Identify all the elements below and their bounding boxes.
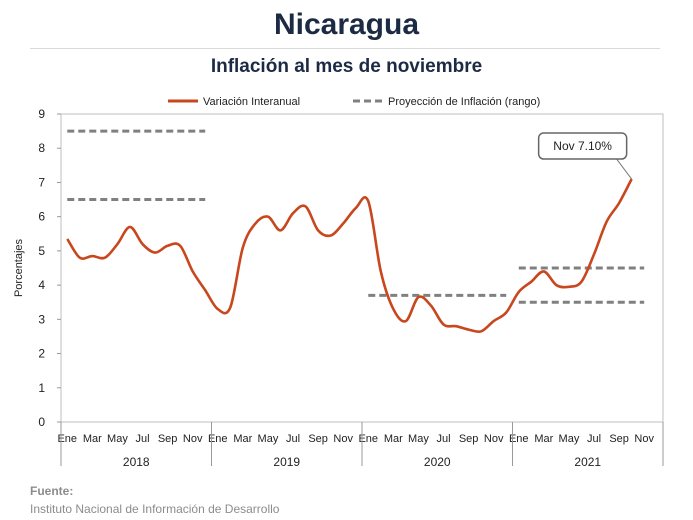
legend: Variación Interanual Proyección de Infla… bbox=[168, 96, 540, 108]
x-tick-label: May bbox=[107, 433, 128, 445]
y-tick-label: 0 bbox=[38, 415, 45, 429]
x-tick-label: Ene bbox=[509, 433, 529, 445]
year-label: 2019 bbox=[273, 455, 300, 469]
annotation-box bbox=[537, 132, 628, 160]
x-tick-label: May bbox=[559, 433, 580, 445]
y-tick-label: 8 bbox=[38, 141, 45, 155]
source-label: Fuente: bbox=[30, 484, 74, 498]
x-tick-label: May bbox=[258, 433, 279, 445]
x-tick-label: Jul bbox=[135, 433, 149, 445]
x-tick-label: Mar bbox=[83, 433, 102, 445]
x-tick-label: Nov bbox=[333, 433, 353, 445]
x-tick-label: Mar bbox=[233, 433, 252, 445]
x-tick-label: Ene bbox=[57, 433, 77, 445]
year-label: 2020 bbox=[424, 455, 451, 469]
x-tick-label: Jul bbox=[436, 433, 450, 445]
plot-frame bbox=[60, 113, 664, 423]
x-tick-label: Sep bbox=[459, 433, 479, 445]
year-label: 2021 bbox=[574, 455, 601, 469]
x-tick-label: Nov bbox=[484, 433, 504, 445]
y-tick-label: 4 bbox=[38, 278, 45, 292]
x-tick-label: Mar bbox=[534, 433, 553, 445]
x-tick-label: Jul bbox=[286, 433, 300, 445]
x-tick-label: Mar bbox=[384, 433, 403, 445]
annotation-label: Nov 7.10% bbox=[553, 139, 612, 153]
x-tick-label: Sep bbox=[158, 433, 178, 445]
y-tick-label: 2 bbox=[38, 347, 45, 361]
chart-title: Nicaragua bbox=[273, 8, 420, 41]
y-tick-label: 1 bbox=[38, 381, 45, 395]
y-axis-label: Porcentajes bbox=[13, 238, 25, 297]
x-tick-label: Sep bbox=[609, 433, 629, 445]
x-tick-label: Sep bbox=[308, 433, 328, 445]
x-tick-label: Ene bbox=[358, 433, 378, 445]
plot-area: 0 1 2 3 4 5 6 7 8 9 Ene Mar May Jul Sep Nov Ene Mar May Jul… bbox=[38, 107, 664, 469]
x-tick-label: Jul bbox=[587, 433, 601, 445]
series-line-interanual bbox=[66, 178, 633, 334]
title-divider bbox=[30, 48, 660, 49]
legend-label-interanual: Variación Interanual bbox=[203, 96, 300, 108]
y-tick-label: 3 bbox=[38, 312, 45, 326]
x-tick-label: May bbox=[408, 433, 429, 445]
y-tick-label: 7 bbox=[38, 175, 45, 189]
annotation-leader bbox=[616, 158, 633, 180]
x-tick-label: Nov bbox=[634, 433, 654, 445]
legend-label-proyeccion: Proyección de Inflación (rango) bbox=[388, 96, 540, 108]
year-label: 2018 bbox=[123, 455, 150, 469]
y-tick-label: 6 bbox=[38, 210, 45, 224]
y-tick-label: 9 bbox=[38, 107, 45, 121]
y-tick-label: 5 bbox=[38, 244, 45, 258]
x-tick-label: Nov bbox=[183, 433, 203, 445]
chart-subtitle: Inflación al mes de noviembre bbox=[210, 56, 483, 77]
inflation-chart: Variación Interanual Proyección de Infla… bbox=[13, 96, 664, 469]
source-text: Instituto Nacional de Información de Des… bbox=[30, 502, 280, 516]
x-tick-label: Ene bbox=[208, 433, 228, 445]
